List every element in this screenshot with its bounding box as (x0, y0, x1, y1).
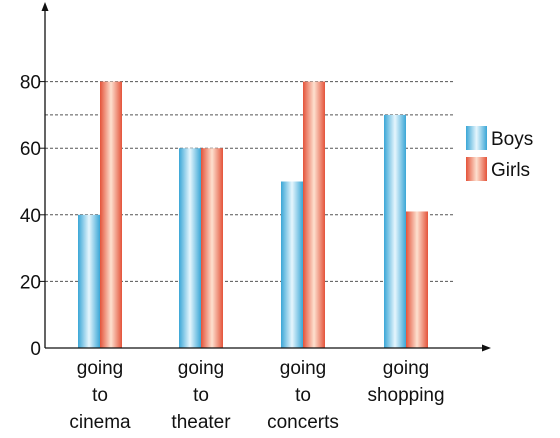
x-category-label: shopping (367, 385, 444, 406)
legend-label-girls: Girls (491, 160, 530, 181)
bar-girls-3 (406, 211, 428, 348)
x-category-label: to (92, 385, 108, 406)
legend-label-boys: Boys (491, 129, 533, 150)
y-tick-label: 0 (30, 339, 41, 360)
x-category-label: theater (171, 412, 231, 433)
x-axis-arrow (482, 344, 491, 352)
x-category-label: to (193, 385, 209, 406)
x-category-label: going (178, 358, 225, 379)
x-category-label: cinema (69, 412, 131, 433)
legend-swatch-girls (466, 157, 487, 181)
y-tick-label: 60 (20, 139, 41, 160)
legend-swatch-boys (466, 126, 487, 150)
x-category-label: going (77, 358, 124, 379)
y-tick-label: 20 (20, 272, 41, 293)
y-tick-label: 80 (20, 73, 41, 94)
y-tick-label: 40 (20, 206, 41, 227)
legend: Boys Girls (466, 126, 533, 181)
x-category-label: going (280, 358, 327, 379)
bar-girls-0 (100, 81, 122, 348)
bar-girls-2 (303, 81, 325, 348)
bars (78, 81, 428, 349)
bar-boys-3 (384, 114, 406, 349)
x-category-labels: going to cinema going to theater going to concer… (69, 358, 444, 433)
bar-boys-2 (281, 181, 303, 348)
axes (41, 2, 491, 352)
bar-girls-1 (201, 148, 223, 348)
y-tick-labels: 0 20 40 60 80 (20, 73, 45, 360)
x-category-label: to (295, 385, 311, 406)
x-category-label: going (383, 358, 430, 379)
x-category-label: concerts (267, 412, 339, 433)
bar-boys-1 (179, 148, 201, 348)
y-axis-arrow (41, 2, 49, 11)
bar-boys-0 (78, 214, 100, 348)
